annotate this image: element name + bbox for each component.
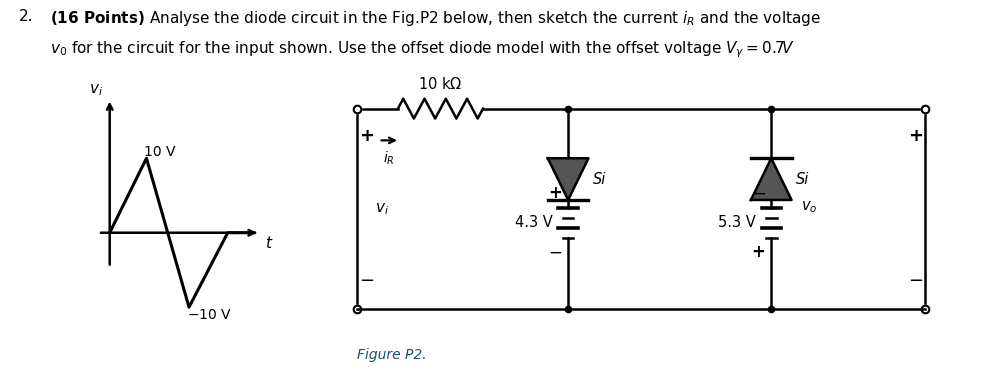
Polygon shape [548,158,589,200]
Text: $-$: $-$ [359,270,374,288]
Text: 2.: 2. [19,9,33,24]
Text: 5.3 V: 5.3 V [718,215,756,230]
Text: $v_0$ for the circuit for the input shown. Use the offset diode model with the o: $v_0$ for the circuit for the input show… [49,39,795,60]
Text: Figure P2.: Figure P2. [357,348,427,362]
Text: 10 V: 10 V [144,145,175,159]
Text: 10 k$\Omega$: 10 k$\Omega$ [418,76,463,92]
Text: $\mathbf{(16\ Points)}$ Analyse the diode circuit in the Fig.P2 below, then sket: $\mathbf{(16\ Points)}$ Analyse the diod… [49,9,821,28]
Text: $i_R$: $i_R$ [383,149,395,167]
Text: +: + [907,127,923,146]
Text: +: + [751,242,766,261]
Text: $-$: $-$ [751,184,766,202]
Text: $v_o$: $v_o$ [801,199,818,215]
Text: $-$: $-$ [907,270,923,288]
Text: Si: Si [594,171,607,187]
Text: $v_i$: $v_i$ [89,82,103,98]
Text: $-$: $-$ [548,242,562,261]
Text: +: + [359,127,374,146]
Text: Si: Si [797,171,810,187]
Text: 4.3 V: 4.3 V [515,215,552,230]
Text: $v_i$: $v_i$ [375,201,389,217]
Text: $-$10 V: $-$10 V [187,308,232,322]
Polygon shape [750,158,792,200]
Text: +: + [548,184,562,202]
Text: $t$: $t$ [266,235,274,251]
